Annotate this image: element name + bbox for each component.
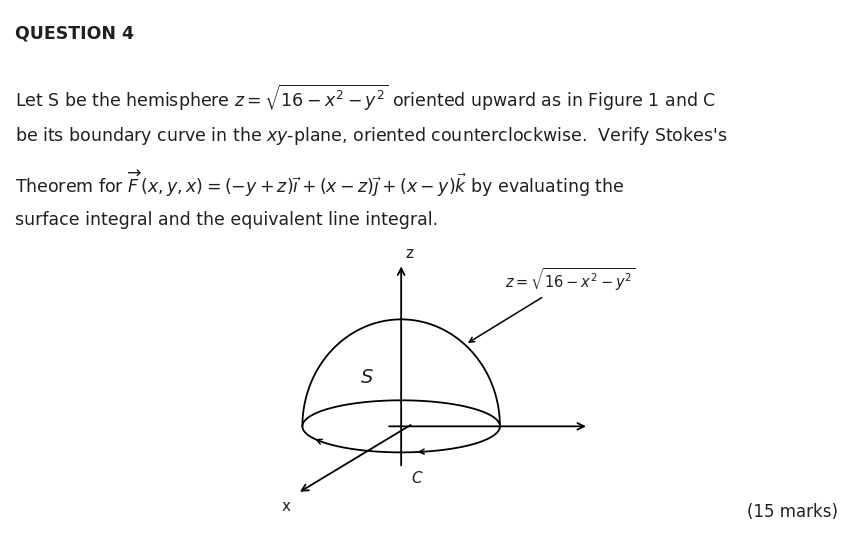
Text: (15 marks): (15 marks) <box>746 502 838 521</box>
Text: be its boundary curve in the $xy$-plane, oriented counterclockwise.  Verify Stok: be its boundary curve in the $xy$-plane,… <box>15 125 728 147</box>
Text: x: x <box>282 499 290 514</box>
Text: surface integral and the equivalent line integral.: surface integral and the equivalent line… <box>15 211 439 229</box>
Text: QUESTION 4: QUESTION 4 <box>15 24 135 42</box>
Text: Theorem for $\overrightarrow{F}\,(x, y, x) = (-y + z)\vec{\imath} + (x - z)\vec{: Theorem for $\overrightarrow{F}\,(x, y, … <box>15 168 624 199</box>
Text: $z = \sqrt{16 - x^2 - y^2}$: $z = \sqrt{16 - x^2 - y^2}$ <box>469 267 635 342</box>
Text: Let S be the hemisphere $z = \sqrt{16 - x^2 - y^2}$ oriented upward as in Figure: Let S be the hemisphere $z = \sqrt{16 - … <box>15 83 716 113</box>
Text: S: S <box>361 368 373 388</box>
Text: z: z <box>405 246 413 261</box>
Text: C: C <box>411 471 422 486</box>
